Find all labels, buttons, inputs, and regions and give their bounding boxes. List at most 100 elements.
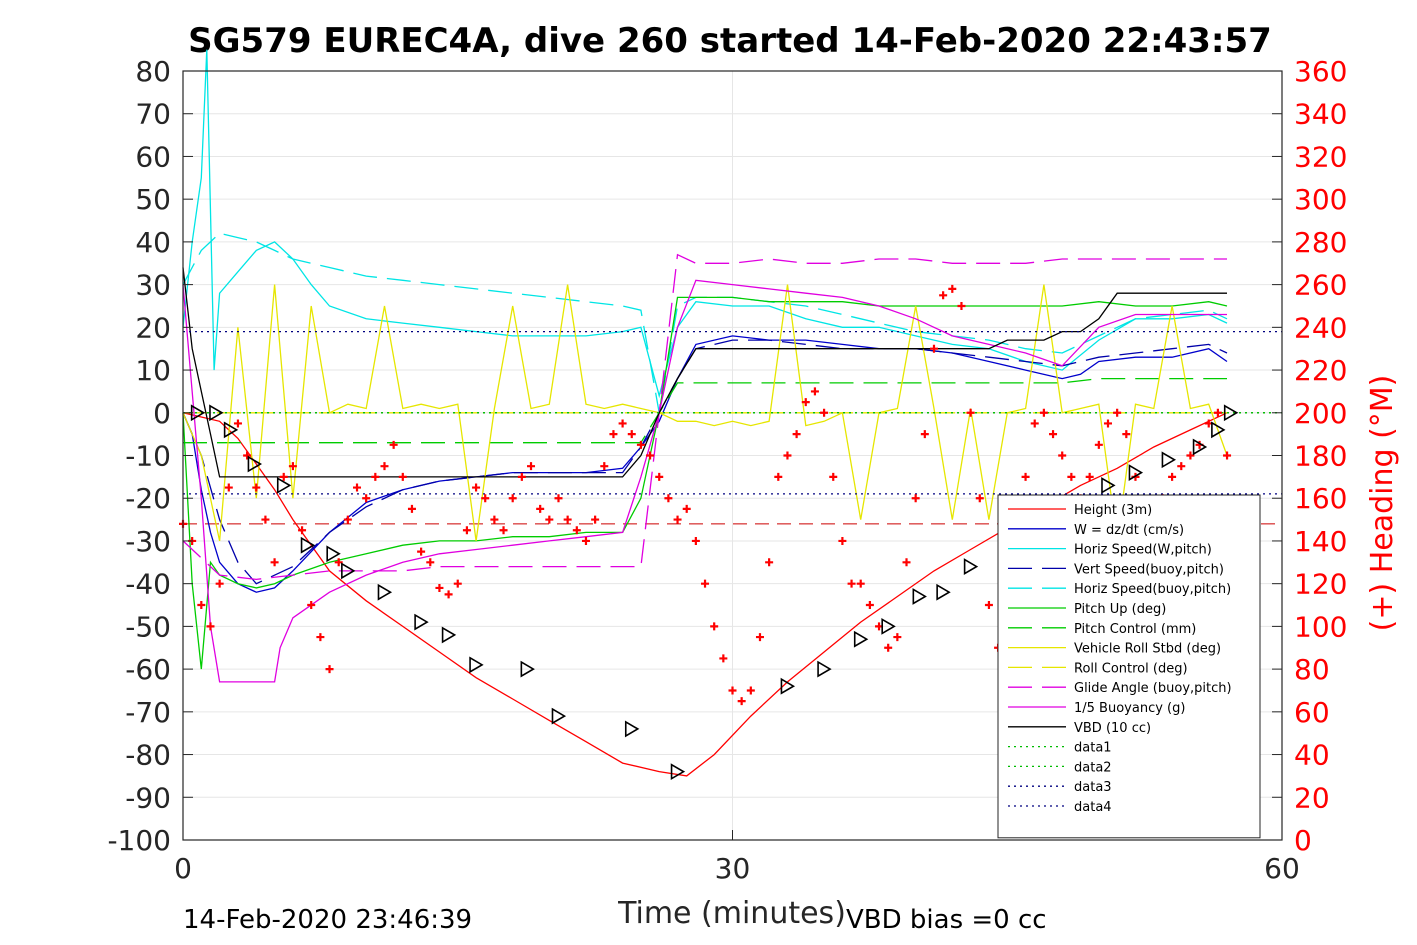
heading-point xyxy=(1049,430,1058,439)
heading-point xyxy=(801,398,810,407)
heading-point xyxy=(270,558,279,567)
legend-label: Vert Speed(buoy,pitch) xyxy=(1074,562,1224,577)
depth-marker xyxy=(963,558,979,575)
x-tick-label: 60 xyxy=(1264,852,1300,885)
left-tick-label: -100 xyxy=(107,824,171,857)
right-tick-label: 20 xyxy=(1294,781,1330,814)
legend-label: Glide Angle (buoy,pitch) xyxy=(1074,681,1232,696)
left-tick-label: -70 xyxy=(125,696,171,729)
depth-marker xyxy=(377,583,393,601)
depth-marker xyxy=(326,545,341,563)
heading-point xyxy=(453,579,462,588)
depth-marker xyxy=(780,677,796,695)
footer-timestamp: 14-Feb-2020 23:46:39 xyxy=(183,905,472,935)
heading-point xyxy=(527,462,536,471)
depth-marker xyxy=(300,536,316,554)
left-tick-label: -10 xyxy=(125,440,171,473)
legend: Height (3m) W = dz/dt (cm/s) Horiz Speed(W… xyxy=(997,494,1261,839)
left-tick-label: 80 xyxy=(135,55,171,88)
heading-point xyxy=(1021,472,1030,481)
heading-point xyxy=(975,494,984,503)
heading-point xyxy=(737,697,746,706)
heading-point xyxy=(243,451,252,460)
heading-point xyxy=(371,472,380,481)
heading-point xyxy=(426,558,435,567)
left-tick-label: 60 xyxy=(135,140,171,173)
right-tick-label: 160 xyxy=(1294,482,1347,515)
depth-marker xyxy=(520,660,535,678)
heading-point xyxy=(407,504,416,513)
heading-point xyxy=(838,536,847,545)
x-tick-label: 30 xyxy=(715,852,751,885)
depth-marker xyxy=(1128,464,1144,481)
left-tick-label: -20 xyxy=(125,482,171,515)
heading-point xyxy=(591,515,600,524)
left-tick-label: -30 xyxy=(125,525,171,558)
heading-point xyxy=(664,494,673,503)
series-line xyxy=(182,279,1227,683)
heading-point xyxy=(609,430,618,439)
heading-point xyxy=(353,483,362,492)
heading-point xyxy=(829,472,838,481)
legend-label: Vehicle Roll Stbd (deg) xyxy=(1074,642,1221,657)
series-line xyxy=(182,284,1228,542)
heading-point xyxy=(343,515,352,524)
heading-point xyxy=(1058,451,1067,460)
depth-marker xyxy=(441,626,457,644)
depth-marker xyxy=(1211,421,1226,439)
depth-marker xyxy=(1192,438,1208,456)
heading-point xyxy=(911,494,920,503)
series-line xyxy=(182,339,1228,585)
heading-point xyxy=(1094,440,1103,449)
chart-title: SG579 EUREC4A, dive 260 started 14-Feb-2… xyxy=(188,21,1272,61)
right-tick-label: 80 xyxy=(1294,653,1330,686)
right-tick-label: 120 xyxy=(1294,568,1347,601)
depth-marker xyxy=(223,421,239,439)
heading-point xyxy=(435,583,444,592)
heading-point xyxy=(536,504,545,513)
legend-label: Height (3m) xyxy=(1074,503,1152,518)
heading-point xyxy=(627,430,636,439)
heading-point xyxy=(389,440,398,449)
heading-point xyxy=(884,643,893,652)
depth-marker xyxy=(341,562,356,580)
left-tick-label: 0 xyxy=(153,397,171,430)
heading-point xyxy=(288,462,297,471)
right-tick-label: 40 xyxy=(1294,739,1330,772)
heading-point xyxy=(1168,472,1177,481)
depth-marker xyxy=(551,707,567,725)
right-tick-label: 320 xyxy=(1294,140,1347,173)
right-tick-label: 200 xyxy=(1294,397,1347,430)
right-tick-label: 220 xyxy=(1294,354,1347,387)
heading-point xyxy=(1186,451,1195,460)
series-line xyxy=(182,296,1228,670)
heading-point xyxy=(755,633,764,642)
heading-point xyxy=(957,301,966,310)
heading-point xyxy=(865,601,874,610)
heading-point xyxy=(1223,451,1232,460)
heading-point xyxy=(1085,472,1094,481)
heading-point xyxy=(233,419,242,428)
depth-marker xyxy=(881,617,896,635)
series-line xyxy=(183,377,1227,444)
legend-box xyxy=(997,494,1261,839)
depth-marker xyxy=(912,588,927,605)
heading-point xyxy=(252,483,261,492)
x-axis-label: Time (minutes) xyxy=(617,896,846,931)
left-tick-label: -90 xyxy=(125,781,171,814)
heading-point xyxy=(545,515,554,524)
legend-label: Horiz Speed(buoy,pitch) xyxy=(1074,582,1231,597)
legend-label: 1/5 Buoyancy (g) xyxy=(1074,701,1185,716)
heading-point xyxy=(792,430,801,439)
heading-point xyxy=(655,472,664,481)
legend-label: data4 xyxy=(1074,800,1112,815)
heading-point xyxy=(673,515,682,524)
right-tick-label: 360 xyxy=(1294,55,1347,88)
heading-point xyxy=(856,579,865,588)
heading-point xyxy=(893,633,902,642)
heading-point xyxy=(774,472,783,481)
depth-marker xyxy=(1223,404,1239,422)
heading-point xyxy=(215,579,224,588)
axes: 80706050403020100-10-20-30-40-50-60-70-8… xyxy=(107,55,1347,885)
left-tick-label: -50 xyxy=(125,610,171,643)
